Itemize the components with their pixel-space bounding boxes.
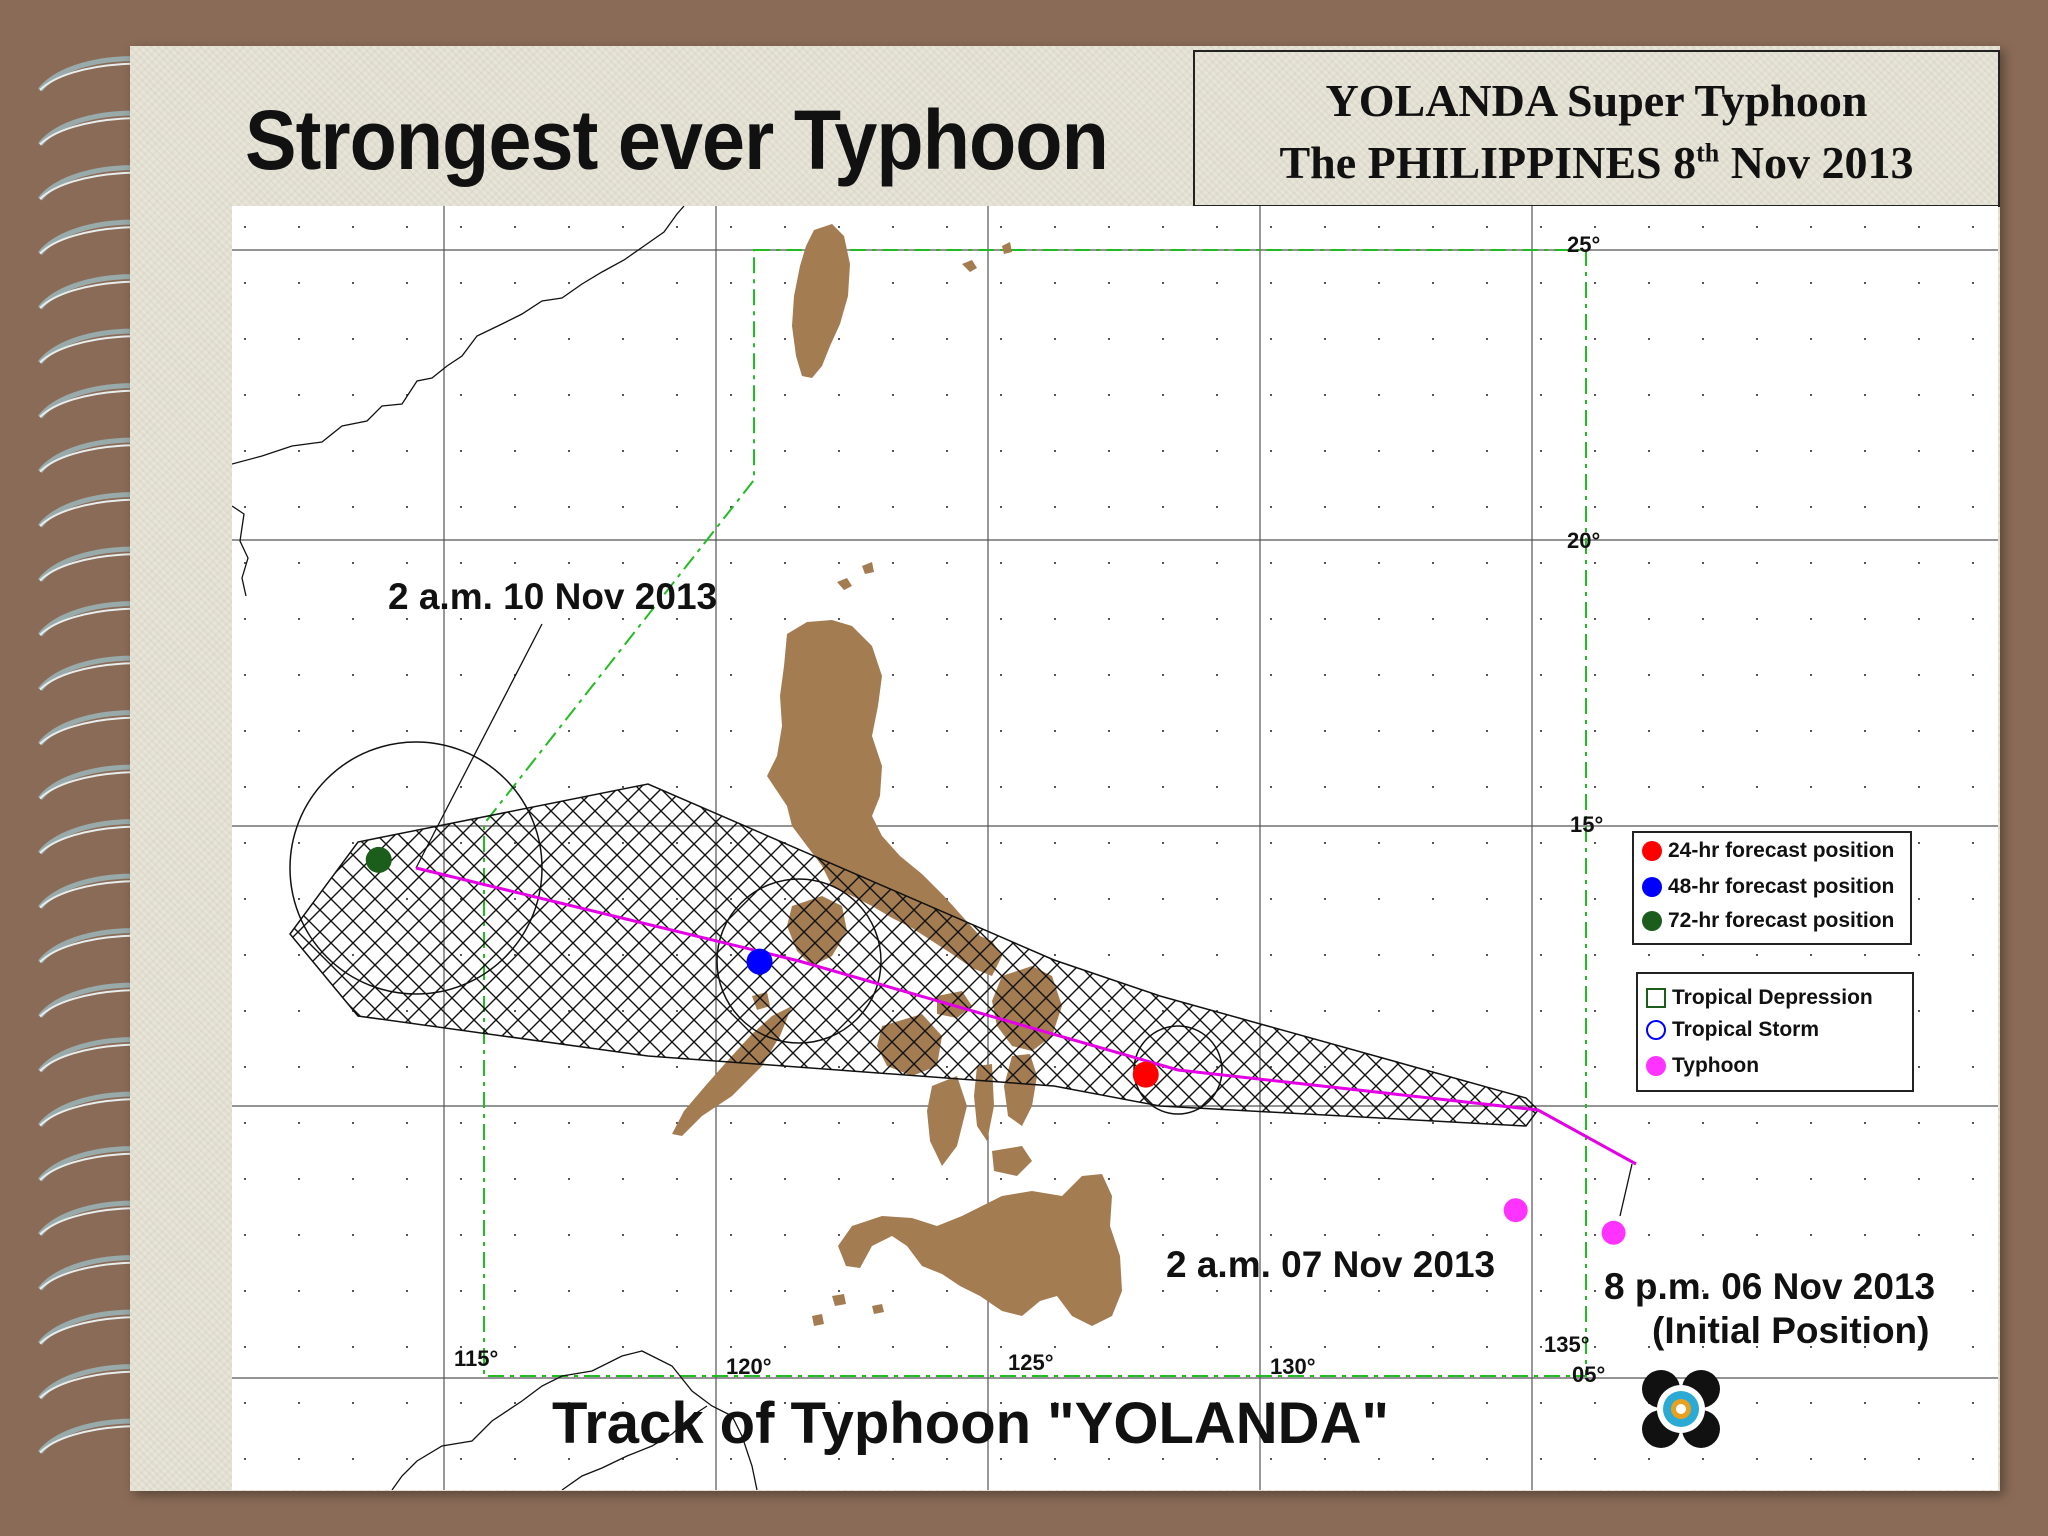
track-point-0 bbox=[1601, 1220, 1626, 1245]
track-point-1 bbox=[1503, 1198, 1528, 1223]
annotation-72hr: 2 a.m. 10 Nov 2013 bbox=[388, 576, 718, 617]
track-map: 25° 20° 15° 05° 115° 120° 125° 130° 135°… bbox=[232, 206, 1998, 1490]
title-box-line1: YOLANDA Super Typhoon bbox=[1325, 75, 1868, 126]
radius-circle-48hr bbox=[716, 878, 882, 1044]
lat-label-05: 05° bbox=[1572, 1362, 1606, 1387]
cebu-island bbox=[974, 1064, 994, 1141]
map-canvas bbox=[232, 206, 1998, 1490]
blue-dot-icon bbox=[1642, 877, 1662, 897]
typhoon-track bbox=[415, 866, 1637, 1166]
page-title: Strongest ever Typhoon bbox=[245, 93, 1109, 187]
legend-item-48hr: 48-hr forecast position bbox=[1642, 873, 1894, 901]
title-box: YOLANDA Super Typhoon The PHILIPPINES 8t… bbox=[1193, 50, 2000, 207]
map-bottom-title: Track of Typhoon "YOLANDA" bbox=[552, 1391, 1389, 1456]
legend-item-ty: Typhoon bbox=[1646, 1052, 1759, 1080]
annotation-start: 2 a.m. 07 Nov 2013 bbox=[1166, 1244, 1496, 1285]
green-dot-icon bbox=[1642, 911, 1662, 931]
par-boundary bbox=[483, 249, 1587, 1377]
lat-label-25: 25° bbox=[1567, 232, 1601, 257]
lon-label-130: 130° bbox=[1270, 1354, 1316, 1379]
blue-circle-icon bbox=[1646, 1020, 1666, 1040]
lon-label-135: 135° bbox=[1544, 1332, 1590, 1357]
track-point-2 bbox=[1132, 1061, 1159, 1088]
legend-item-72hr: 72-hr forecast position bbox=[1642, 907, 1894, 935]
annotation-initial-time: 8 p.m. 06 Nov 2013 bbox=[1604, 1266, 1936, 1307]
radius-circle-72hr bbox=[289, 741, 543, 995]
taiwan-island bbox=[792, 224, 850, 378]
track-point-3 bbox=[746, 948, 773, 975]
luzon-island bbox=[767, 620, 1002, 976]
legend-item-24hr: 24-hr forecast position bbox=[1642, 837, 1894, 865]
pagasa-logo bbox=[1642, 1370, 1720, 1448]
green-square-icon bbox=[1646, 988, 1666, 1008]
legend-item-ts: Tropical Storm bbox=[1646, 1016, 1819, 1044]
bohol-island bbox=[992, 1146, 1032, 1176]
annotation-initial-note: (Initial Position) bbox=[1652, 1310, 1930, 1351]
red-dot-icon bbox=[1642, 841, 1662, 861]
magenta-dot-icon bbox=[1646, 1056, 1666, 1076]
forecast-legend: 24-hr forecast position 48-hr forecast p… bbox=[1632, 831, 1912, 945]
lon-label-115: 115° bbox=[454, 1346, 499, 1371]
lat-label-20: 20° bbox=[1567, 528, 1601, 553]
lon-label-120: 120° bbox=[726, 1354, 772, 1379]
title-box-line2: The PHILIPPINES 8th Nov 2013 bbox=[1279, 137, 1914, 188]
legend-item-td: Tropical Depression bbox=[1646, 984, 1873, 1012]
track-point-4 bbox=[365, 846, 392, 873]
forecast-cone bbox=[289, 783, 1539, 1127]
lat-label-15: 15° bbox=[1570, 812, 1604, 837]
lon-label-125: 125° bbox=[1008, 1350, 1054, 1375]
china-coastline bbox=[232, 206, 685, 465]
mindanao-island bbox=[838, 1174, 1122, 1326]
negros-island bbox=[927, 1076, 967, 1166]
category-legend: Tropical Depression Tropical Storm Typho… bbox=[1636, 972, 1914, 1092]
